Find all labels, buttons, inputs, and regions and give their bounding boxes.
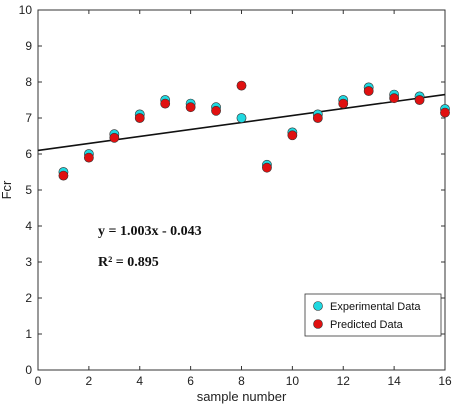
y-tick-label: 3 <box>25 255 32 269</box>
y-tick-label: 2 <box>25 291 32 305</box>
y-tick-label: 7 <box>25 111 32 125</box>
predicted-point <box>211 105 221 116</box>
points-layer <box>58 80 450 181</box>
predicted-point <box>414 95 425 105</box>
legend-marker-predicted <box>313 319 323 329</box>
y-tick-label: 5 <box>25 183 32 197</box>
y-axis-title: Fcr <box>0 180 14 199</box>
legend: Experimental Data Predicted Data <box>304 293 442 337</box>
predicted-point <box>58 170 69 181</box>
y-tick-label: 9 <box>25 39 32 53</box>
predicted-point <box>262 162 272 173</box>
regression-equation: y = 1.003x - 0.043 <box>98 224 202 239</box>
r-squared-label: R² = 0.895 <box>98 255 159 270</box>
x-tick-label: 4 <box>136 374 143 388</box>
predicted-point <box>185 102 196 113</box>
predicted-point <box>83 152 94 163</box>
x-tick-label: 14 <box>387 374 401 388</box>
legend-label-predicted: Predicted Data <box>330 319 404 331</box>
predicted-point <box>312 113 323 123</box>
predicted-point <box>109 132 120 143</box>
y-tick-label: 6 <box>25 147 32 161</box>
predicted-point <box>134 113 145 123</box>
y-tick-label: 1 <box>25 327 32 341</box>
predicted-point <box>236 80 247 91</box>
x-axis-title: sample number <box>197 389 287 404</box>
y-tick-label: 0 <box>25 363 32 377</box>
predicted-point <box>363 86 374 96</box>
y-tick-label: 10 <box>19 3 33 17</box>
predicted-point <box>287 130 298 141</box>
x-tick-label: 12 <box>337 374 351 388</box>
legend-label-experimental: Experimental Data <box>330 301 421 313</box>
legend-box <box>304 293 442 337</box>
legend-marker-experimental <box>313 301 323 311</box>
predicted-point <box>389 93 400 104</box>
x-tick-label: 16 <box>438 374 452 388</box>
x-tick-label: 0 <box>35 374 42 388</box>
x-tick-label: 2 <box>86 374 93 388</box>
x-tick-label: 10 <box>286 374 300 388</box>
experimental-point <box>236 113 247 123</box>
predicted-point <box>160 98 171 109</box>
x-tick-label: 6 <box>187 374 194 388</box>
predicted-point <box>440 107 450 118</box>
x-tick-label: 8 <box>238 374 245 388</box>
y-tick-label: 4 <box>25 219 32 233</box>
predicted-point <box>338 98 349 109</box>
y-tick-label: 8 <box>25 75 32 89</box>
